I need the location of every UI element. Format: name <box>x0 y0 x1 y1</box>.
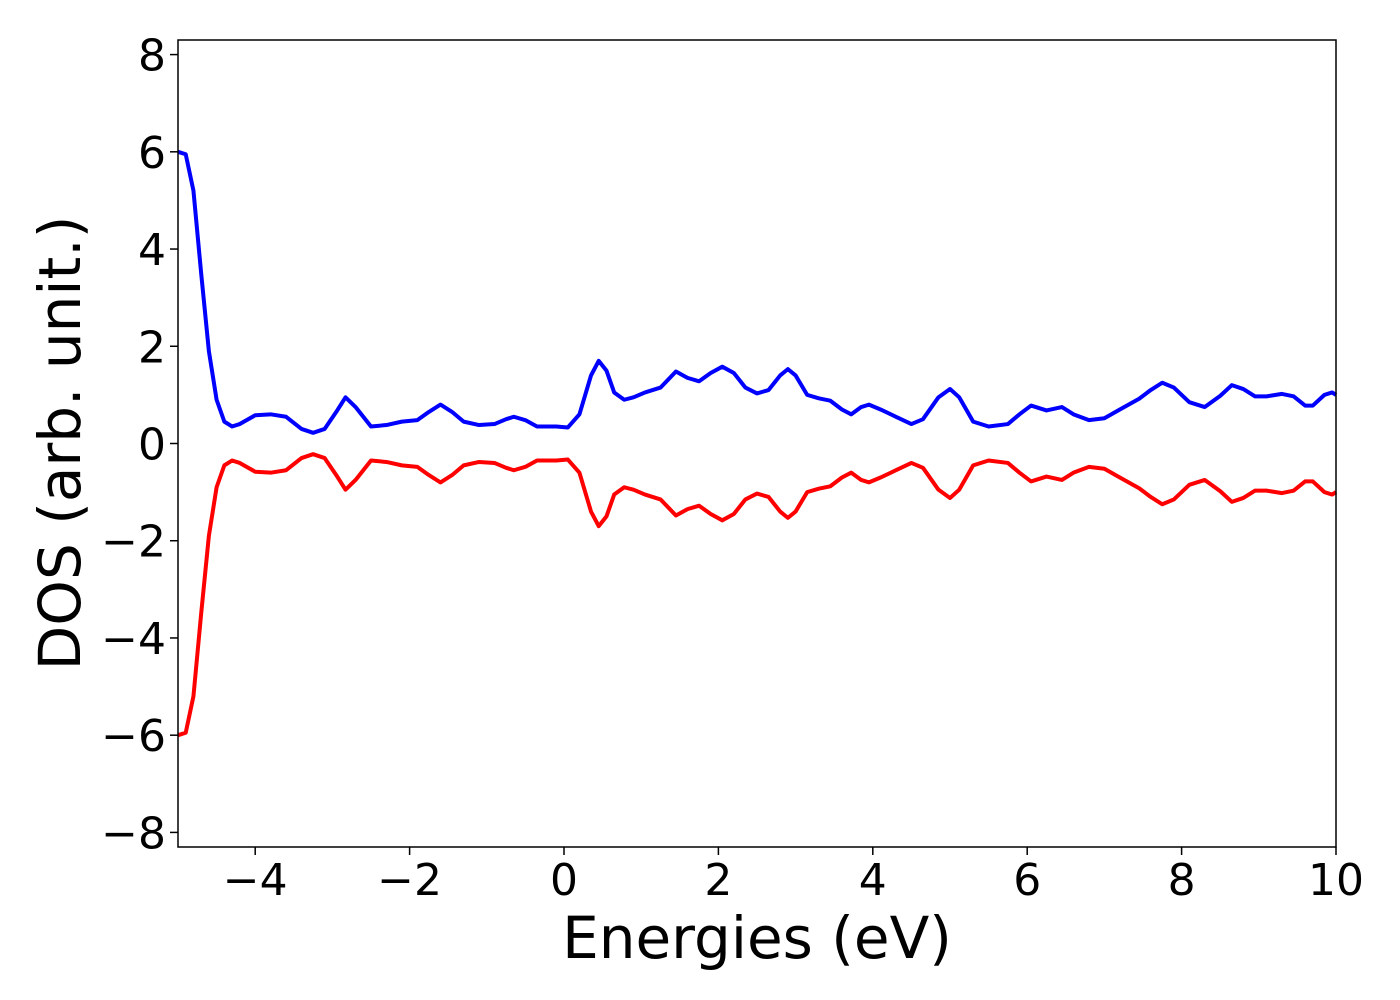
x-tick-label: 8 <box>1168 855 1196 906</box>
x-tick-label: −4 <box>223 855 288 906</box>
x-tick-label: 4 <box>859 855 887 906</box>
y-tick-label: −4 <box>101 614 166 665</box>
x-tick-label: −2 <box>377 855 442 906</box>
y-tick-label: −6 <box>101 711 166 762</box>
x-tick-label: 10 <box>1308 855 1364 906</box>
y-axis-label: DOS (arb. unit.) <box>26 216 94 671</box>
y-tick-label: 2 <box>138 322 166 373</box>
x-axis-label: Energies (eV) <box>562 904 952 972</box>
x-tick-label: 0 <box>550 855 578 906</box>
y-tick-label: −2 <box>101 517 166 568</box>
x-tick-label: 2 <box>704 855 732 906</box>
y-tick-label: −8 <box>101 808 166 859</box>
y-tick-label: 4 <box>138 225 166 276</box>
line-series <box>177 149 1338 435</box>
plot-frame <box>177 39 1337 848</box>
y-tick-label: 8 <box>138 31 166 82</box>
y-tick-label: 0 <box>138 420 166 471</box>
line-series <box>177 452 1338 738</box>
x-tick-label: 6 <box>1013 855 1041 906</box>
y-tick-label: 6 <box>138 128 166 179</box>
